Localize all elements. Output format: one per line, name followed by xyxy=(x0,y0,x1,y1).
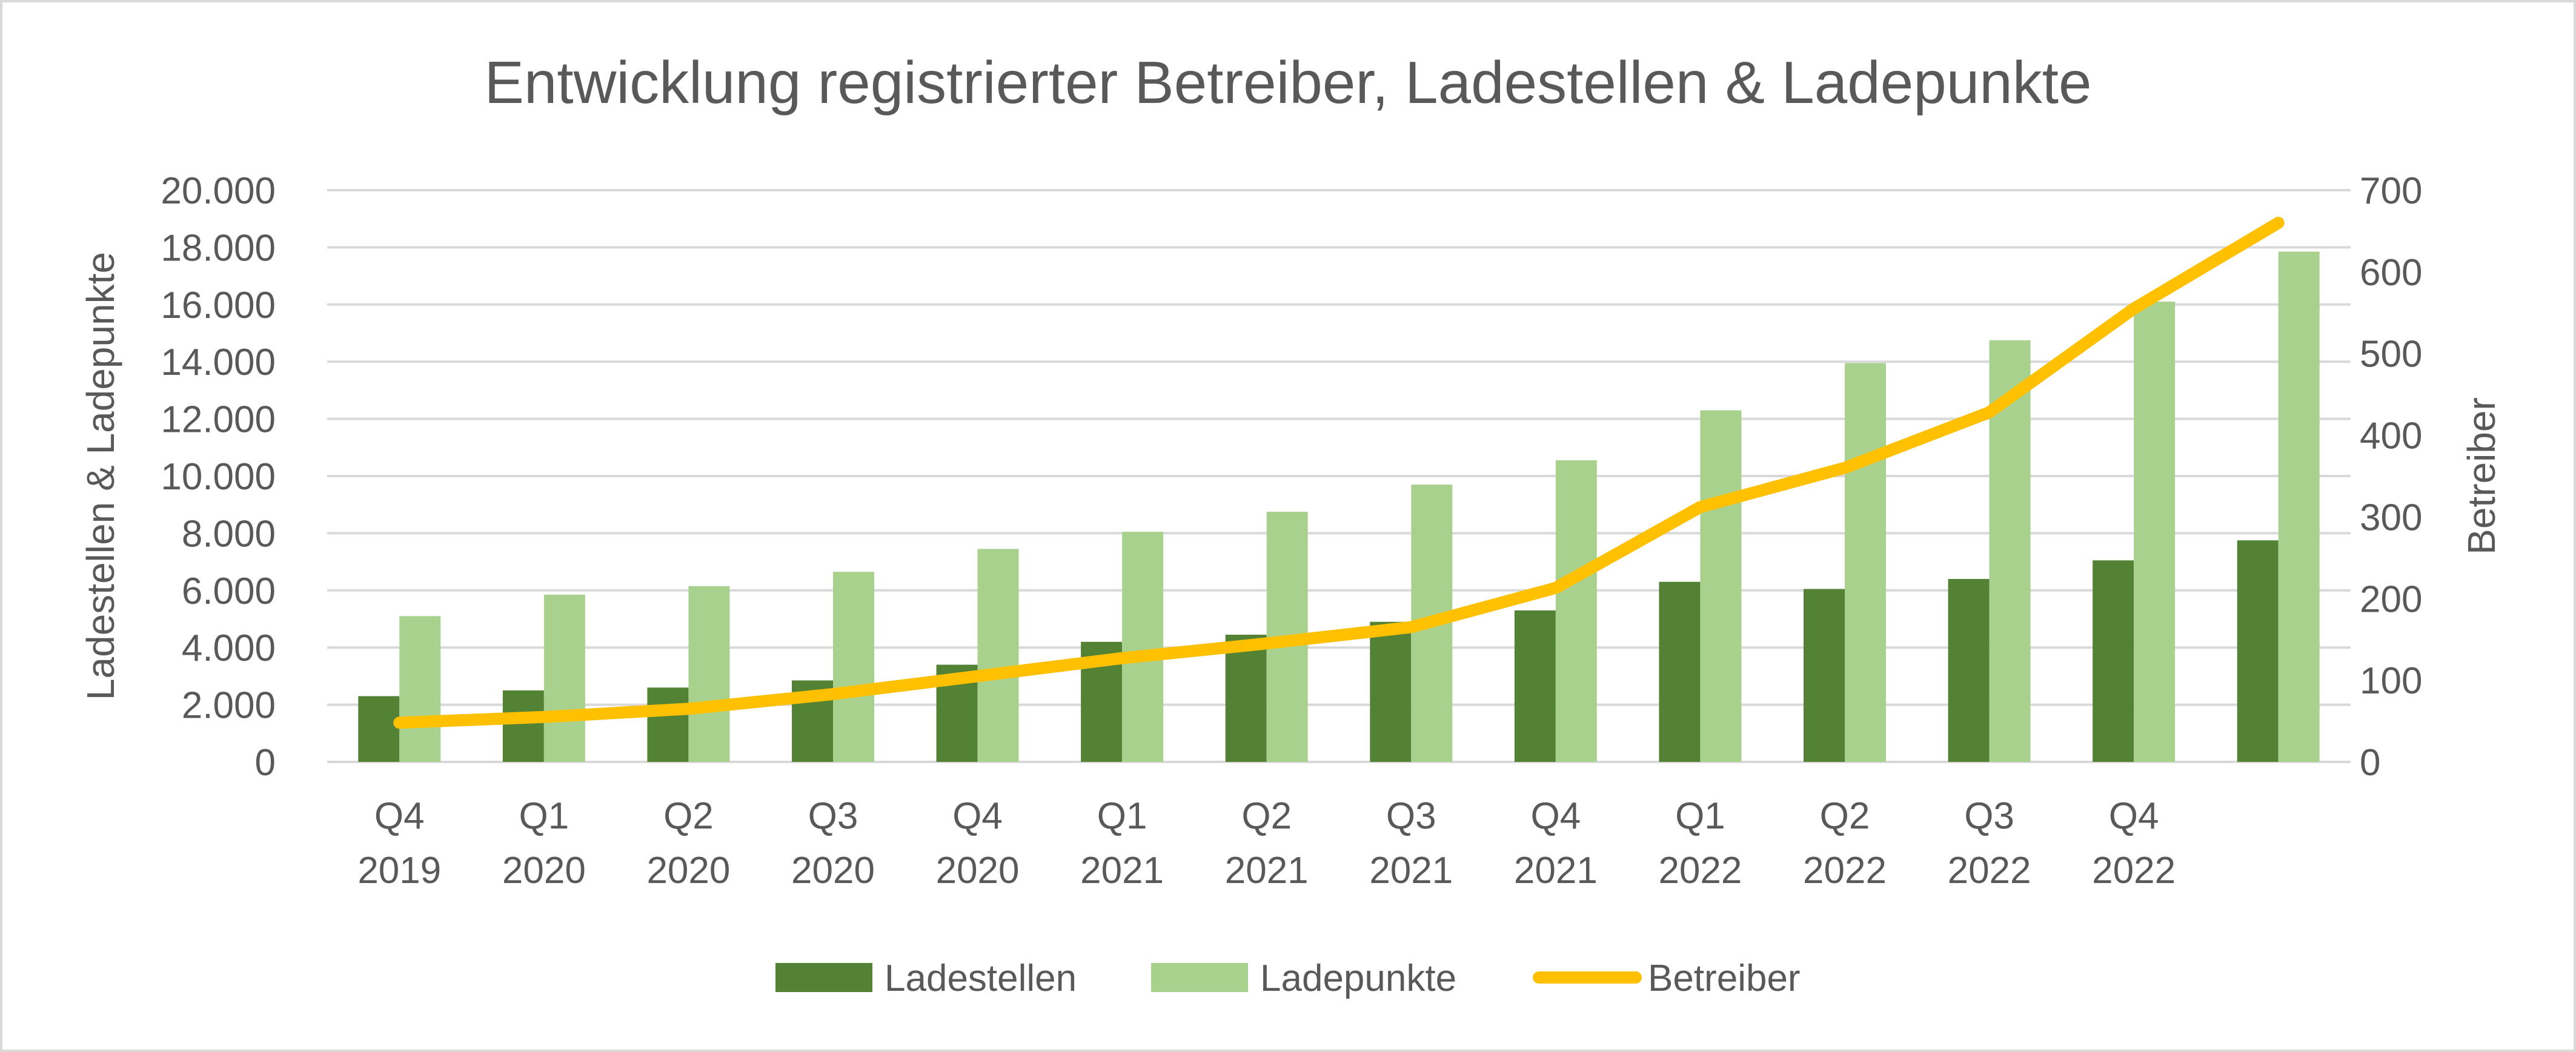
x-tick-label-year: 2022 xyxy=(1803,850,1887,892)
y-tick-label: 16.000 xyxy=(161,285,276,326)
x-tick-label-quarter: Q3 xyxy=(1964,795,2014,837)
x-tick-label-quarter: Q4 xyxy=(374,795,425,837)
y-tick-label: 0 xyxy=(255,742,276,784)
x-tick-label-quarter: Q1 xyxy=(1675,795,1725,837)
y2-tick-label: 300 xyxy=(2360,497,2422,538)
x-tick-label-quarter: Q1 xyxy=(1097,795,1147,837)
y2-tick-label: 600 xyxy=(2360,252,2422,294)
x-tick-label-year: 2019 xyxy=(357,850,441,892)
legend: Ladestellen Ladepunkte Betreiber xyxy=(775,958,1801,999)
x-tick-label-year: 2022 xyxy=(1948,850,2031,892)
y-axis-right-ticks: 0 100 200 300 400 500 600 700 xyxy=(2360,170,2422,784)
x-tick-label-year: 2021 xyxy=(1225,850,1309,892)
x-tick-label-year: 2022 xyxy=(1658,850,1742,892)
y2-tick-label: 200 xyxy=(2360,578,2422,620)
y-tick-label: 6.000 xyxy=(182,571,276,612)
y2-tick-label: 100 xyxy=(2360,660,2422,702)
bar-ladestellen xyxy=(1659,581,1701,762)
bar-ladepunkte xyxy=(2278,251,2320,763)
legend-label-betreiber: Betreiber xyxy=(1648,958,1801,999)
y-axis-right-title: Betreiber xyxy=(2460,397,2503,555)
bar-ladepunkte xyxy=(977,549,1019,762)
y-tick-label: 14.000 xyxy=(161,342,276,383)
y2-tick-label: 500 xyxy=(2360,334,2422,375)
x-tick-label-year: 2020 xyxy=(502,850,586,892)
x-axis-ticks: Q4 2019 Q1 2020 Q2 2020 Q3 2020 Q4 2020 Q1 2021 Q2 20… xyxy=(357,795,2176,892)
bar-ladestellen xyxy=(1225,634,1267,762)
bar-ladestellen xyxy=(502,690,544,762)
bar-ladepunkte xyxy=(2134,302,2176,763)
y-tick-label: 4.000 xyxy=(182,627,276,669)
x-tick-label-quarter: Q2 xyxy=(663,795,714,837)
legend-swatch-ladestellen xyxy=(775,963,872,992)
y-tick-label: 20.000 xyxy=(161,170,276,212)
bar-ladepunkte xyxy=(1700,410,1742,762)
x-tick-label-quarter: Q4 xyxy=(1530,795,1581,837)
bar-ladestellen xyxy=(1370,621,1412,762)
x-tick-label-year: 2020 xyxy=(936,850,1020,892)
x-tick-label-quarter: Q1 xyxy=(519,795,569,837)
line-series xyxy=(393,216,2285,729)
x-tick-label-quarter: Q4 xyxy=(952,795,1003,837)
bar-ladepunkte xyxy=(543,594,585,762)
bars xyxy=(358,251,2320,763)
y-tick-label: 2.000 xyxy=(182,685,276,727)
bar-ladestellen xyxy=(358,696,400,762)
x-tick-label-year: 2020 xyxy=(646,850,730,892)
x-tick-label-year: 2021 xyxy=(1514,850,1598,892)
bar-ladestellen xyxy=(647,687,689,762)
chart-title: Entwicklung registrierter Betreiber, Lad… xyxy=(485,49,2092,116)
y-tick-label: 12.000 xyxy=(161,399,276,441)
bar-ladestellen xyxy=(1948,578,1990,762)
legend-label-ladestellen: Ladestellen xyxy=(885,958,1077,999)
y-tick-label: 18.000 xyxy=(161,227,276,269)
bar-ladestellen xyxy=(2093,560,2134,762)
y-axis-left-ticks: 0 2.000 4.000 6.000 8.000 10.000 12.000 14.000 1… xyxy=(161,170,276,784)
y-axis-left-title: Ladestellen & Ladepunkte xyxy=(79,252,122,700)
x-tick-label-quarter: Q3 xyxy=(1386,795,1436,837)
line-betreiber xyxy=(393,216,2285,729)
legend-label-ladepunkte: Ladepunkte xyxy=(1260,958,1456,999)
y2-tick-label: 0 xyxy=(2360,742,2380,784)
y-tick-label: 10.000 xyxy=(161,456,276,498)
y-tick-label: 8.000 xyxy=(182,513,276,555)
x-tick-label-quarter: Q3 xyxy=(808,795,858,837)
bar-ladestellen xyxy=(1514,610,1556,762)
x-tick-label-year: 2021 xyxy=(1369,850,1453,892)
bar-ladestellen xyxy=(1804,589,1845,762)
y2-tick-label: 700 xyxy=(2360,170,2422,212)
x-tick-label-quarter: Q4 xyxy=(2109,795,2159,837)
bar-ladepunkte xyxy=(1845,363,1886,762)
x-tick-label-year: 2020 xyxy=(791,850,875,892)
bar-ladepunkte xyxy=(399,616,441,762)
bar-ladepunkte xyxy=(833,572,874,762)
bar-ladepunkte xyxy=(1555,460,1597,762)
x-tick-label-quarter: Q2 xyxy=(1241,795,1292,837)
x-tick-label-year: 2022 xyxy=(2092,850,2176,892)
legend-swatch-ladepunkte xyxy=(1151,963,1248,992)
bar-ladestellen xyxy=(2237,540,2279,762)
bar-ladepunkte xyxy=(1122,532,1164,762)
x-tick-label-quarter: Q2 xyxy=(1820,795,1870,837)
bar-ladepunkte xyxy=(688,586,730,762)
x-tick-label-year: 2021 xyxy=(1080,850,1164,892)
y2-tick-label: 400 xyxy=(2360,415,2422,457)
